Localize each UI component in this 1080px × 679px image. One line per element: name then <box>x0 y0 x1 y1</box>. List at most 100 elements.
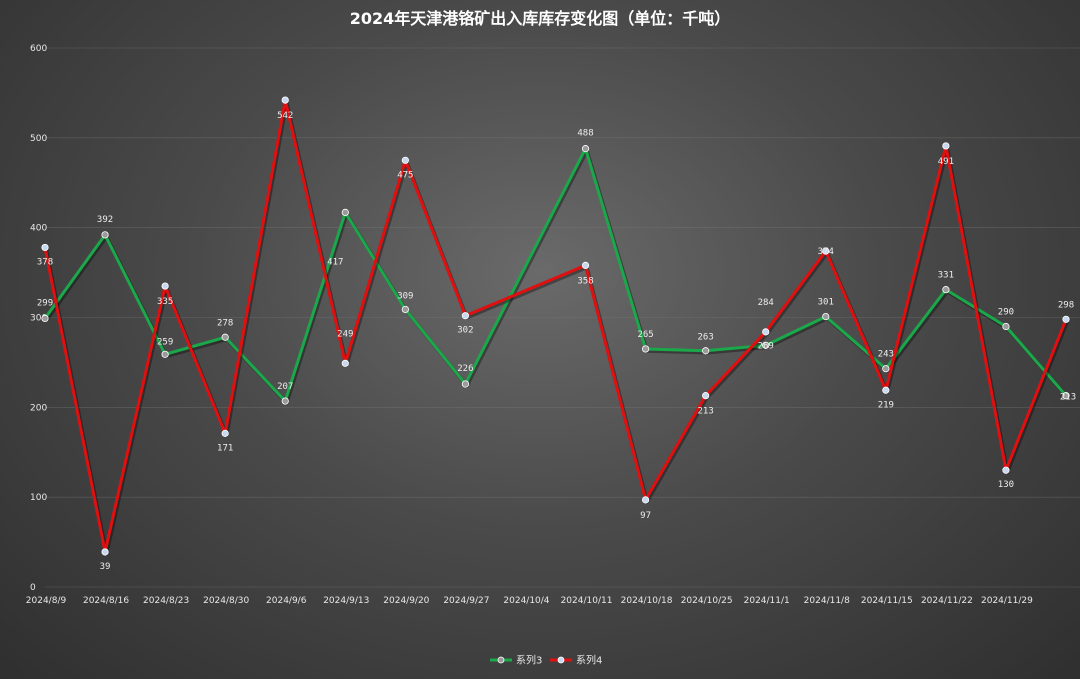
legend-item-series-2[interactable]: 系列4 <box>550 654 602 667</box>
series-1-point <box>641 345 650 353</box>
series-1-point <box>221 333 229 341</box>
y-tick-label: 300 <box>30 314 47 324</box>
series-2-point <box>942 142 950 150</box>
series-2-line <box>43 98 1068 554</box>
data-label: 207 <box>277 382 293 392</box>
series-2-point <box>341 359 349 367</box>
data-label: 331 <box>938 271 954 281</box>
data-label: 378 <box>37 257 53 267</box>
x-tick-label: 2024/11/1 <box>744 596 790 606</box>
data-label: 392 <box>97 215 113 225</box>
data-label: 265 <box>637 330 653 340</box>
series-2-point <box>1002 466 1010 474</box>
data-label: 417 <box>327 257 343 267</box>
data-label: 249 <box>337 329 353 339</box>
data-label: 278 <box>217 318 233 328</box>
grid-lines <box>45 47 1080 588</box>
data-label: 263 <box>698 333 714 343</box>
series-2-point <box>1062 315 1070 323</box>
data-label: 299 <box>37 298 53 308</box>
series-layer <box>41 96 1070 556</box>
x-tick-label: 2024/10/4 <box>503 596 549 606</box>
y-axis-ticks: 0 100 200 300 400 500 600 <box>30 44 47 593</box>
x-tick-label: 2024/10/25 <box>681 596 733 606</box>
x-tick-label: 2024/11/15 <box>861 596 913 606</box>
series-2-point <box>41 243 49 252</box>
data-label: 491 <box>938 157 954 167</box>
series-2-shadow <box>44 100 1070 556</box>
series-1-point <box>281 397 289 405</box>
legend-swatch-marker <box>497 656 505 664</box>
x-tick-label: 2024/8/23 <box>143 596 189 606</box>
y-tick-label: 0 <box>30 583 36 593</box>
legend-item-series-1[interactable]: 系列3 <box>490 654 542 667</box>
x-tick-label: 2024/11/22 <box>921 596 973 606</box>
series-1-point <box>341 208 349 216</box>
series-1-point <box>581 145 590 153</box>
x-tick-label: 2024/9/6 <box>266 596 307 606</box>
series-1-point <box>702 347 710 355</box>
y-tick-label: 600 <box>30 44 47 54</box>
data-label: 301 <box>818 298 834 308</box>
data-label: 243 <box>878 350 894 360</box>
x-tick-label: 2024/8/30 <box>203 596 249 606</box>
data-labels: 299 392 259 278 207 417 309 226 488 265 263 269 301 2… <box>37 111 1076 572</box>
x-tick-label: 2024/10/18 <box>621 596 673 606</box>
series-2-point <box>882 386 890 394</box>
data-label: 488 <box>577 129 593 139</box>
series-1-point <box>942 286 950 294</box>
x-tick-label: 2024/9/13 <box>323 596 369 606</box>
data-label: 374 <box>818 247 834 257</box>
data-label: 284 <box>758 298 774 308</box>
series-2-point <box>461 312 470 320</box>
series-1-point <box>1002 322 1010 331</box>
x-axis-ticks: 2024/8/9 2024/8/16 2024/8/23 2024/8/30 2024/… <box>26 596 1033 606</box>
series-1-point <box>762 341 770 349</box>
series-1-point <box>101 231 109 239</box>
y-tick-label: 100 <box>30 493 47 503</box>
y-tick-label: 400 <box>30 224 47 234</box>
series-1-point <box>1062 392 1070 400</box>
data-label: 335 <box>157 297 173 307</box>
data-label: 298 <box>1058 300 1074 310</box>
data-label: 213 <box>698 407 714 417</box>
chart-title: 2024年天津港铬矿出入库库存变化图（单位：千吨） <box>350 9 731 28</box>
data-label: 171 <box>217 443 233 453</box>
series-2-point <box>762 328 770 336</box>
data-label: 97 <box>640 511 651 521</box>
series-1-point <box>41 314 49 322</box>
series-2-point <box>161 282 169 290</box>
series-2-point <box>581 261 590 269</box>
data-label: 475 <box>397 170 413 180</box>
data-label: 309 <box>397 291 413 301</box>
series-1-point <box>882 365 890 373</box>
x-tick-label: 2024/10/11 <box>561 596 613 606</box>
series-1-point <box>461 380 470 388</box>
data-label: 302 <box>457 326 473 336</box>
legend-swatch-marker <box>557 656 565 664</box>
data-label: 226 <box>457 364 473 374</box>
data-label: 269 <box>758 341 774 351</box>
data-label: 358 <box>577 276 593 286</box>
y-tick-label: 500 <box>30 134 47 144</box>
x-tick-label: 2024/9/20 <box>383 596 429 606</box>
legend-label: 系列4 <box>576 654 602 667</box>
series-2-point <box>281 96 289 104</box>
x-tick-label: 2024/8/9 <box>26 596 67 606</box>
x-tick-label: 2024/8/16 <box>83 596 129 606</box>
series-1-point <box>401 305 409 314</box>
series-2-point <box>101 548 109 556</box>
data-label: 290 <box>998 307 1014 317</box>
legend[interactable]: 系列3 系列4 <box>490 654 602 667</box>
y-tick-label: 200 <box>30 403 47 413</box>
series-2-point <box>641 496 650 504</box>
series-2-point <box>401 156 409 164</box>
series-1-point <box>161 350 169 358</box>
x-tick-label: 2024/9/27 <box>443 596 489 606</box>
x-tick-label: 2024/11/8 <box>804 596 850 606</box>
data-label: 542 <box>277 111 293 121</box>
data-label: 130 <box>998 480 1014 490</box>
series-1-point <box>822 313 830 321</box>
